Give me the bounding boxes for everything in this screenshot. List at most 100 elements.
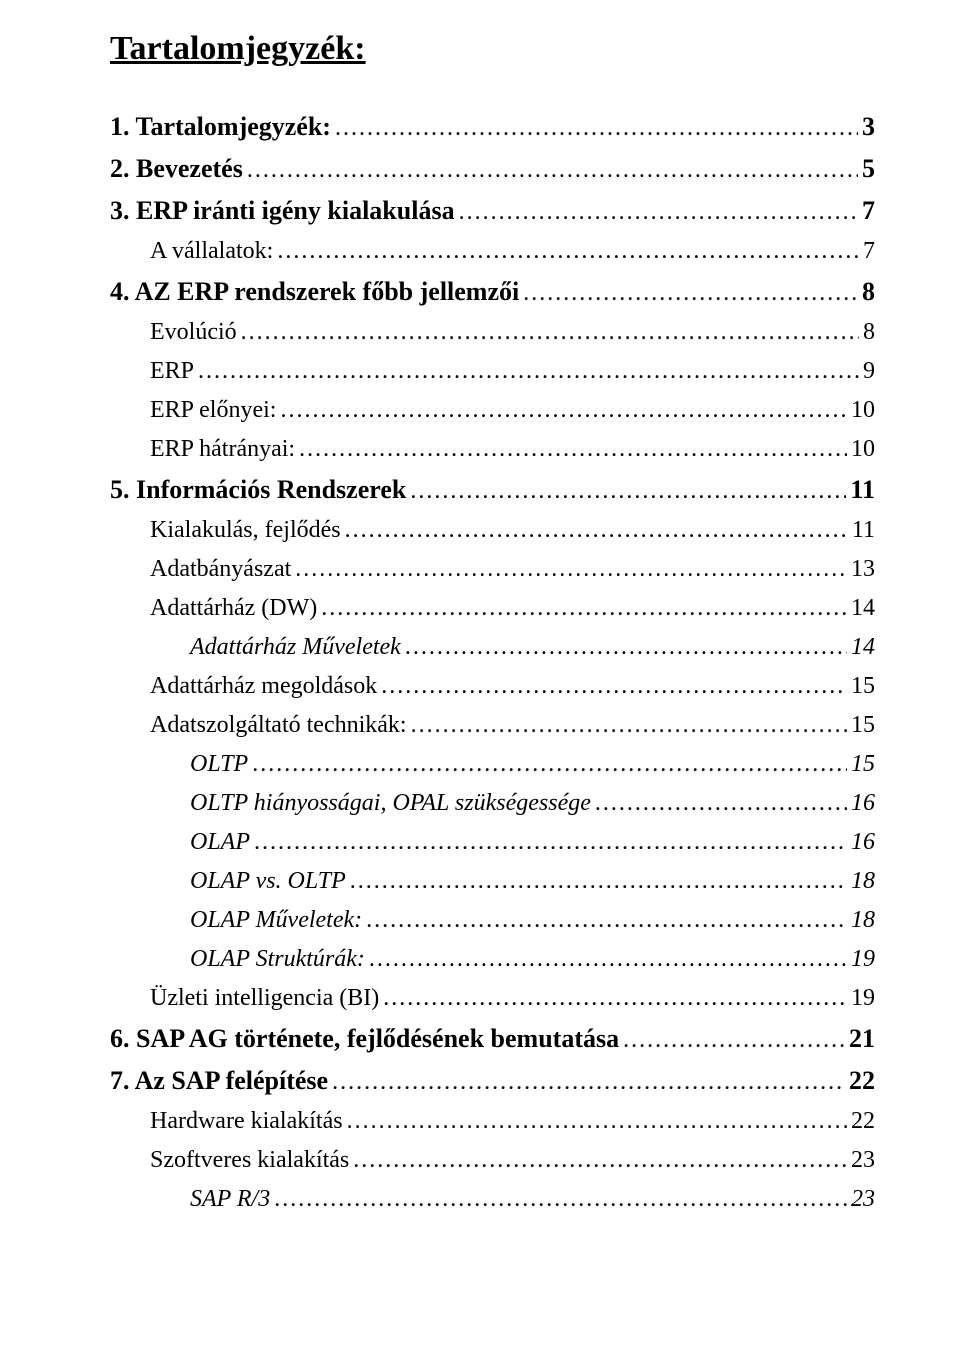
toc-entry: OLAP Struktúrák: 19: [110, 946, 875, 973]
toc-entry-label: A vállalatok:: [150, 238, 273, 265]
toc-leader: [523, 280, 858, 307]
toc-leader: [252, 751, 847, 778]
toc-entry-label: 3. ERP iránti igény kialakulása: [110, 196, 455, 226]
toc-leader: [366, 907, 847, 934]
toc-leader: [295, 556, 847, 583]
toc-leader: [623, 1027, 845, 1054]
toc-entry-label: Adattárház megoldások: [150, 673, 377, 700]
toc-entry-label: OLAP vs. OLTP: [190, 868, 346, 895]
toc-entry-page: 10: [851, 436, 875, 463]
toc-entry-page: 8: [863, 319, 875, 346]
toc-entry-page: 23: [851, 1147, 875, 1174]
toc-entry: SAP R/3 23: [110, 1186, 875, 1213]
toc-entry-page: 8: [862, 277, 875, 307]
toc-leader: [274, 1186, 847, 1213]
toc-entry-label: OLAP Struktúrák:: [190, 946, 365, 973]
toc-entry: Hardware kialakítás 22: [110, 1108, 875, 1135]
toc-leader: [411, 712, 847, 739]
toc-leader: [345, 517, 848, 544]
toc-entry-label: Adattárház (DW): [150, 595, 317, 622]
toc-leader: [335, 115, 858, 142]
toc-entry-label: ERP hátrányai:: [150, 436, 295, 463]
toc-leader: [369, 946, 847, 973]
toc-leader: [254, 829, 847, 856]
toc-list: 1. Tartalomjegyzék: 3 2. Bevezetés5 3. ERP …: [110, 112, 875, 1213]
toc-entry: 7. Az SAP felépítése 22: [110, 1066, 875, 1096]
toc-entry: Szoftveres kialakítás 23: [110, 1147, 875, 1174]
toc-entry-page: 18: [851, 868, 875, 895]
toc-entry-page: 7: [863, 238, 875, 265]
toc-entry-label: 5. Információs Rendszerek: [110, 475, 406, 505]
toc-entry-page: 23: [851, 1186, 875, 1213]
toc-entry-label: 6. SAP AG története, fejlődésének bemuta…: [110, 1024, 619, 1054]
toc-leader: [277, 238, 859, 265]
toc-leader: [405, 634, 847, 661]
toc-entry: Adattárház Műveletek 14: [110, 634, 875, 661]
toc-entry: Adattárház (DW) 14: [110, 595, 875, 622]
toc-entry-page: 19: [851, 946, 875, 973]
toc-entry: ERP hátrányai: 10: [110, 436, 875, 463]
toc-entry-page: 22: [849, 1066, 875, 1096]
toc-leader: [299, 436, 847, 463]
toc-entry: Kialakulás, fejlődés 11: [110, 517, 875, 544]
toc-entry-label: OLTP: [190, 751, 248, 778]
toc-entry-label: OLAP Műveletek:: [190, 907, 362, 934]
toc-entry: Adatszolgáltató technikák:15: [110, 712, 875, 739]
toc-entry: OLTP 15: [110, 751, 875, 778]
toc-entry-label: OLAP: [190, 829, 250, 856]
toc-entry-label: Hardware kialakítás: [150, 1108, 343, 1135]
toc-entry: Adatbányászat 13: [110, 556, 875, 583]
toc-entry-page: 19: [851, 985, 875, 1012]
toc-entry: ERP előnyei: 10: [110, 397, 875, 424]
toc-entry-page: 18: [851, 907, 875, 934]
toc-entry-label: Adatbányászat: [150, 556, 291, 583]
toc-leader: [332, 1069, 845, 1096]
toc-entry-page: 11: [850, 475, 875, 505]
toc-leader: [350, 868, 847, 895]
toc-entry: A vállalatok: 7: [110, 238, 875, 265]
toc-entry-page: 14: [851, 595, 875, 622]
toc-leader: [321, 595, 847, 622]
toc-leader: [353, 1147, 847, 1174]
toc-entry-page: 10: [851, 397, 875, 424]
toc-entry-label: ERP: [150, 358, 194, 385]
toc-entry-page: 16: [851, 790, 875, 817]
toc-title: Tartalomjegyzék:: [110, 30, 875, 68]
toc-entry-label: 4. AZ ERP rendszerek főbb jellemzői: [110, 277, 519, 307]
toc-entry-label: 1. Tartalomjegyzék:: [110, 112, 331, 142]
toc-entry: Evolúció8: [110, 319, 875, 346]
toc-entry: OLTP hiányosságai, OPAL szükségessége16: [110, 790, 875, 817]
toc-leader: [595, 790, 847, 817]
toc-leader: [410, 478, 846, 505]
toc-entry: OLAP Műveletek: 18: [110, 907, 875, 934]
toc-leader: [383, 985, 847, 1012]
toc-entry: 2. Bevezetés5: [110, 154, 875, 184]
toc-entry-label: 7. Az SAP felépítése: [110, 1066, 328, 1096]
toc-entry-label: Adattárház Műveletek: [190, 634, 401, 661]
toc-entry: Adattárház megoldások 15: [110, 673, 875, 700]
toc-entry-label: SAP R/3: [190, 1186, 270, 1213]
toc-entry-label: Szoftveres kialakítás: [150, 1147, 349, 1174]
toc-entry-page: 7: [862, 196, 875, 226]
toc-entry: OLAP vs. OLTP 18: [110, 868, 875, 895]
toc-leader: [198, 358, 859, 385]
toc-entry-page: 15: [851, 673, 875, 700]
toc-entry: 5. Információs Rendszerek 11: [110, 475, 875, 505]
toc-entry-page: 22: [851, 1108, 875, 1135]
toc-entry-page: 13: [851, 556, 875, 583]
toc-entry: 1. Tartalomjegyzék: 3: [110, 112, 875, 142]
toc-leader: [241, 319, 859, 346]
toc-entry-page: 3: [862, 112, 875, 142]
toc-entry-page: 11: [852, 517, 875, 544]
toc-entry-page: 21: [849, 1024, 875, 1054]
toc-entry-page: 15: [851, 712, 875, 739]
toc-entry-label: Kialakulás, fejlődés: [150, 517, 341, 544]
toc-entry-page: 15: [851, 751, 875, 778]
toc-entry-page: 5: [862, 154, 875, 184]
toc-entry: OLAP16: [110, 829, 875, 856]
toc-entry-page: 14: [851, 634, 875, 661]
toc-entry-label: ERP előnyei:: [150, 397, 276, 424]
toc-entry: 4. AZ ERP rendszerek főbb jellemzői 8: [110, 277, 875, 307]
toc-leader: [280, 397, 847, 424]
toc-leader: [381, 673, 847, 700]
